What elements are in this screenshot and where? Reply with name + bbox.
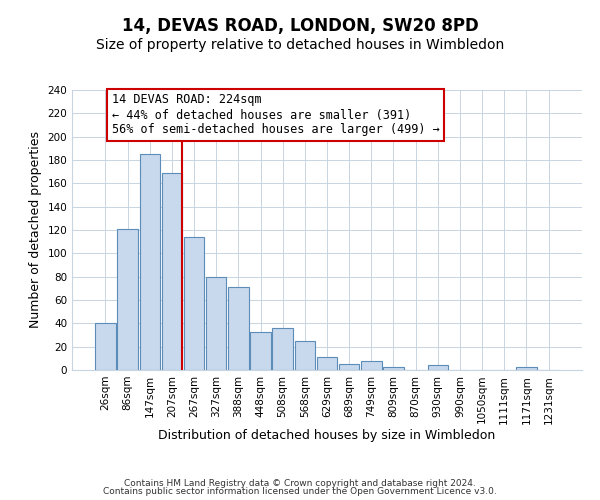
Bar bbox=[339, 364, 359, 370]
Bar bbox=[383, 366, 404, 370]
Bar bbox=[184, 237, 204, 370]
Bar bbox=[250, 332, 271, 370]
Bar bbox=[516, 366, 536, 370]
Bar bbox=[428, 366, 448, 370]
Text: 14, DEVAS ROAD, LONDON, SW20 8PD: 14, DEVAS ROAD, LONDON, SW20 8PD bbox=[122, 18, 478, 36]
Bar bbox=[317, 357, 337, 370]
Bar bbox=[95, 324, 116, 370]
Text: Size of property relative to detached houses in Wimbledon: Size of property relative to detached ho… bbox=[96, 38, 504, 52]
Bar bbox=[295, 341, 315, 370]
Bar bbox=[361, 360, 382, 370]
Text: Contains public sector information licensed under the Open Government Licence v3: Contains public sector information licen… bbox=[103, 487, 497, 496]
Bar bbox=[118, 229, 138, 370]
Bar bbox=[206, 276, 226, 370]
Bar bbox=[140, 154, 160, 370]
X-axis label: Distribution of detached houses by size in Wimbledon: Distribution of detached houses by size … bbox=[158, 429, 496, 442]
Bar bbox=[228, 287, 248, 370]
Bar bbox=[272, 328, 293, 370]
Text: Contains HM Land Registry data © Crown copyright and database right 2024.: Contains HM Land Registry data © Crown c… bbox=[124, 478, 476, 488]
Y-axis label: Number of detached properties: Number of detached properties bbox=[29, 132, 42, 328]
Text: 14 DEVAS ROAD: 224sqm
← 44% of detached houses are smaller (391)
56% of semi-det: 14 DEVAS ROAD: 224sqm ← 44% of detached … bbox=[112, 94, 440, 136]
Bar bbox=[161, 173, 182, 370]
